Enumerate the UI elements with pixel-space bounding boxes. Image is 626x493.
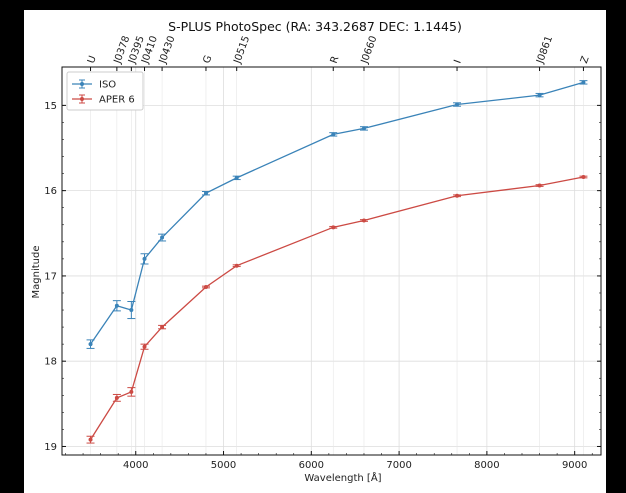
data-point — [114, 395, 119, 400]
data-point — [361, 126, 366, 131]
chart-title: S-PLUS PhotoSpec (RA: 343.2687 DEC: 1.14… — [168, 19, 462, 34]
data-point — [361, 218, 366, 223]
y-tick-label: 18 — [44, 357, 57, 368]
x-tick-label: 4000 — [123, 460, 148, 471]
grid-layer — [62, 67, 601, 455]
data-point — [114, 303, 119, 308]
data-point — [331, 132, 336, 137]
x-tick-label: 8000 — [474, 460, 499, 471]
legend: ISO APER 6 — [66, 71, 144, 111]
x-tick-label: 7000 — [386, 460, 411, 471]
data-point — [203, 285, 208, 290]
data-point — [203, 191, 208, 196]
legend-label: APER 6 — [99, 95, 135, 106]
data-point — [234, 175, 239, 180]
y-tick-label: 16 — [44, 186, 57, 197]
data-point — [234, 263, 239, 268]
data-point — [129, 308, 134, 313]
filter-label: J0515 — [232, 35, 252, 66]
data-point — [455, 193, 460, 198]
x-tick-label: 6000 — [299, 460, 324, 471]
data-point — [88, 437, 93, 442]
filter-label: I — [453, 58, 464, 65]
photospec-chart: S-PLUS PhotoSpec (RA: 343.2687 DEC: 1.14… — [31, 19, 602, 484]
data-point — [331, 225, 336, 230]
data-point — [581, 80, 586, 85]
figure: S-PLUS PhotoSpec (RA: 343.2687 DEC: 1.14… — [24, 10, 606, 493]
filter-label: U — [86, 54, 99, 65]
data-point — [142, 256, 147, 261]
y-tick-label: 15 — [44, 101, 57, 112]
y-tick-label: 17 — [44, 271, 57, 282]
legend-box — [66, 71, 144, 111]
x-axis-title: Wavelength [Å] — [304, 471, 381, 484]
data-point — [455, 102, 460, 107]
data-point — [537, 183, 542, 188]
series-line — [89, 81, 584, 345]
x-tick-label: 5000 — [211, 460, 236, 471]
series-line — [89, 176, 584, 440]
data-point — [581, 175, 586, 180]
filter-label: R — [329, 55, 342, 65]
filter-label: J0430 — [157, 35, 177, 66]
series-1 — [86, 175, 588, 444]
series-0 — [86, 80, 588, 349]
ticks-layer: 4000 5000 6000 7000 8000 9000 15 16 17 18 19 — [44, 101, 601, 471]
legend-label: ISO — [99, 80, 116, 91]
filter-label: G — [201, 54, 214, 65]
y-axis-title: Magnitude — [31, 246, 42, 299]
x-tick-label: 9000 — [562, 460, 587, 471]
filter-label: Z — [579, 55, 592, 65]
data-point — [142, 344, 147, 349]
data-point — [537, 93, 542, 98]
filter-label: J0660 — [359, 35, 379, 66]
legend-marker — [80, 97, 84, 101]
data-point — [160, 325, 165, 330]
y-tick-label: 19 — [44, 442, 57, 453]
legend-marker — [80, 82, 84, 86]
filter-label: J0861 — [535, 35, 555, 66]
data-point — [129, 389, 134, 394]
series-layer — [86, 80, 588, 444]
plot-frame — [61, 66, 602, 456]
data-point — [88, 342, 93, 347]
data-point — [160, 235, 165, 240]
